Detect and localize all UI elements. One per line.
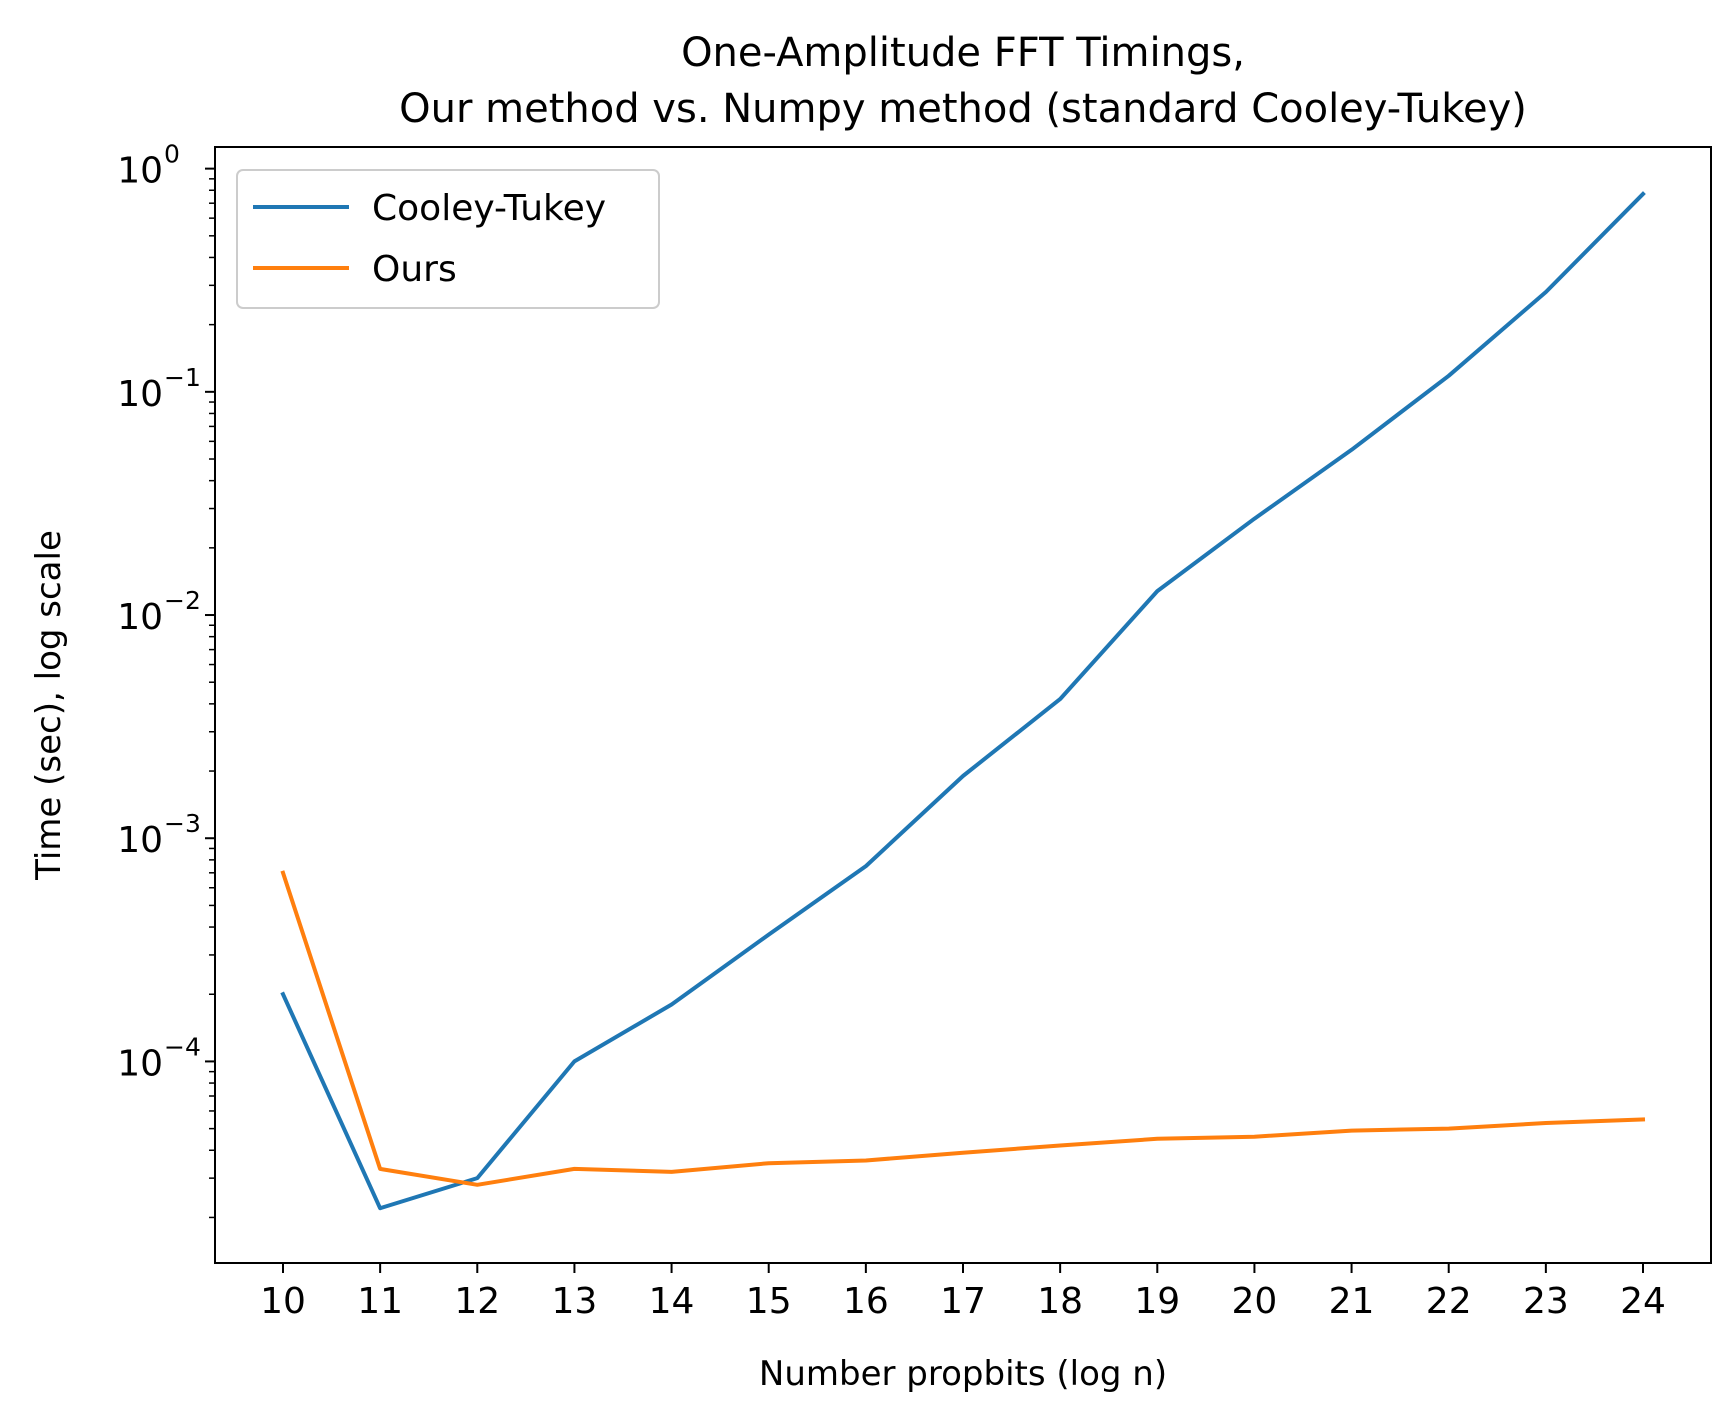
series-line-ours bbox=[280, 870, 1646, 1187]
y-tick-base: 10 bbox=[117, 820, 163, 861]
y-tick-exponent-4: −4 bbox=[164, 1032, 201, 1061]
x-tick-label-14: 14 bbox=[649, 1281, 695, 1322]
y-tick-exponent-0: 0 bbox=[164, 140, 180, 169]
y-tick-exponent-1: −1 bbox=[164, 363, 201, 392]
x-tick-label-19: 19 bbox=[1134, 1281, 1180, 1322]
x-tick-label-22: 22 bbox=[1426, 1281, 1472, 1322]
plot-frame bbox=[214, 146, 1712, 1264]
chart-title-line-1: One-Amplitude FFT Timings, bbox=[681, 30, 1245, 76]
x-tick-label-13: 13 bbox=[552, 1281, 598, 1322]
y-tick-label-1: 10 bbox=[117, 374, 163, 415]
legend-label-cooley-tukey: Cooley-Tukey bbox=[372, 188, 606, 229]
y-tick-label-0: 10 bbox=[117, 151, 163, 192]
y-tick-exponent-3: −3 bbox=[164, 809, 201, 838]
y-tick-base: 10 bbox=[117, 597, 163, 638]
x-tick-label-18: 18 bbox=[1037, 1281, 1083, 1322]
y-tick-label-2: 10 bbox=[117, 597, 163, 638]
y-tick-base: 10 bbox=[117, 374, 163, 415]
x-axis-label: Number propbits (log n) bbox=[759, 1354, 1167, 1394]
legend: Cooley-Tukey Ours bbox=[236, 169, 660, 309]
legend-box bbox=[236, 169, 660, 309]
x-tick-label-11: 11 bbox=[357, 1281, 403, 1322]
y-tick-base: 10 bbox=[117, 1043, 163, 1084]
series-layer bbox=[280, 191, 1646, 1211]
x-tick-label-10: 10 bbox=[260, 1281, 306, 1322]
y-tick-label-4: 10 bbox=[117, 1043, 163, 1084]
x-tick-label-16: 16 bbox=[843, 1281, 889, 1322]
x-tick-label-24: 24 bbox=[1620, 1281, 1666, 1322]
x-tick-label-15: 15 bbox=[746, 1281, 792, 1322]
x-tick-label-17: 17 bbox=[940, 1281, 986, 1322]
legend-label-ours: Ours bbox=[372, 249, 457, 290]
x-tick-label-23: 23 bbox=[1523, 1281, 1569, 1322]
x-tick-label-21: 21 bbox=[1329, 1281, 1375, 1322]
y-tick-base: 10 bbox=[117, 151, 163, 192]
x-tick-label-20: 20 bbox=[1232, 1281, 1278, 1322]
y-tick-label-3: 10 bbox=[117, 820, 163, 861]
x-tick-label-12: 12 bbox=[454, 1281, 500, 1322]
plot-area bbox=[280, 191, 1646, 1211]
y-axis-label: Time (sec), log scale bbox=[29, 530, 69, 881]
series-line-cooley-tukey bbox=[280, 191, 1646, 1211]
chart-title-line-2: Our method vs. Numpy method (standard Co… bbox=[399, 86, 1527, 132]
y-tick-exponent-2: −2 bbox=[164, 586, 201, 615]
